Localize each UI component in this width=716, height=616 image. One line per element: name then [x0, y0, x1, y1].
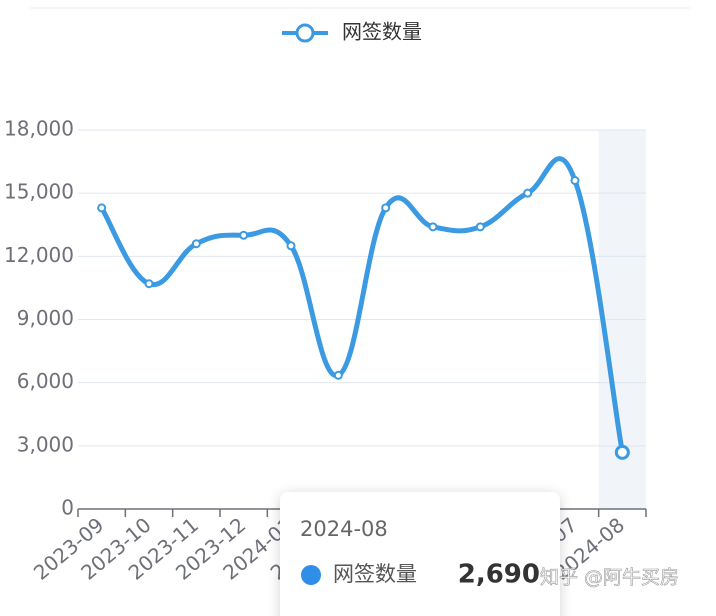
point [381, 203, 391, 213]
tooltip-dot [301, 565, 321, 585]
point [475, 222, 485, 232]
point [191, 239, 201, 249]
tooltip-series: 网签数量 [333, 562, 417, 586]
tooltip: 2024-08 网签数量 2,690 [280, 492, 560, 616]
point [333, 370, 343, 380]
point [614, 444, 630, 460]
y-tick-label: 6,000 [17, 369, 74, 393]
point [97, 203, 107, 213]
y-tick-label: 12,000 [4, 243, 74, 267]
legend-marker [295, 23, 315, 43]
y-tick-label: 18,000 [4, 117, 74, 141]
y-tick-label: 9,000 [17, 306, 74, 330]
point [239, 230, 249, 240]
point [428, 222, 438, 232]
tooltip-value: 2,690 [458, 560, 540, 590]
tooltip-box [280, 492, 560, 616]
y-tick-label: 15,000 [4, 180, 74, 204]
point [144, 279, 154, 289]
y-tick-label: 0 [61, 496, 74, 520]
legend[interactable]: 网签数量 [282, 20, 422, 44]
line [99, 156, 625, 453]
point [570, 176, 580, 186]
watermark: 知乎 @阿牛买房 [540, 567, 679, 589]
point [523, 188, 533, 198]
point [286, 241, 296, 251]
y-tick-label: 3,000 [17, 432, 74, 456]
tooltip-title: 2024-08 [300, 517, 388, 541]
legend-label: 网签数量 [342, 20, 422, 44]
